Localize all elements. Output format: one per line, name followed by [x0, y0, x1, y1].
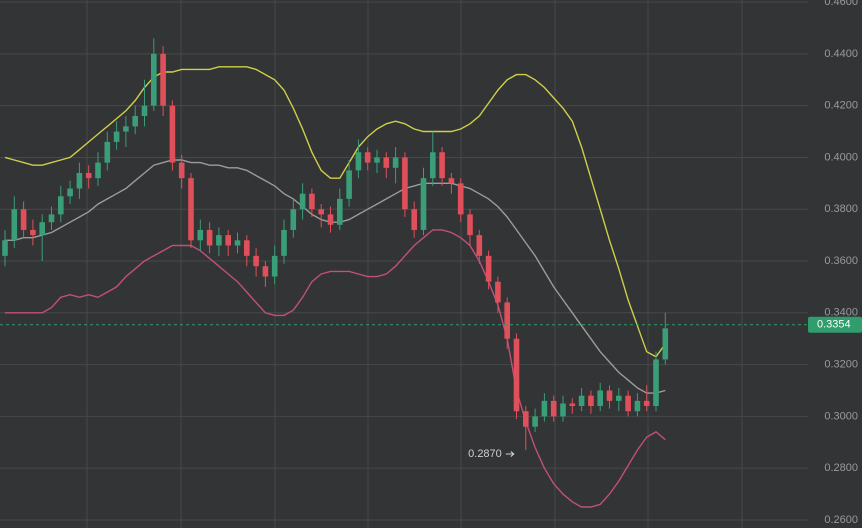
candle-body	[364, 152, 371, 163]
candle-body	[560, 403, 566, 417]
candle-body	[67, 188, 73, 197]
candle-body	[541, 400, 548, 417]
low-annotation: 0.2870	[468, 448, 502, 460]
candle-body	[299, 193, 306, 210]
y-tick-label: 0.2800	[824, 462, 858, 474]
candle-body	[606, 390, 613, 401]
candle-body	[448, 178, 455, 184]
y-tick-label: 0.3800	[824, 203, 858, 215]
candle-body	[355, 152, 362, 171]
candle-body	[197, 229, 204, 241]
candle-body	[151, 53, 157, 106]
candle-body	[318, 209, 324, 215]
candle-body	[485, 255, 492, 282]
candle-body	[123, 126, 129, 132]
band-line	[5, 159, 666, 394]
y-tick-label: 0.4200	[824, 100, 858, 112]
annotation-arrow	[505, 451, 515, 457]
candle-body	[616, 395, 622, 401]
candle-body	[569, 403, 576, 407]
candle-body	[402, 157, 408, 210]
candle-body	[178, 162, 185, 179]
candle-body	[550, 400, 557, 417]
candle-body	[216, 235, 222, 246]
candle-body	[597, 390, 603, 407]
candle-body	[271, 255, 278, 277]
candle-body	[392, 157, 399, 168]
candle-body	[225, 235, 231, 246]
y-tick-label: 0.3400	[824, 307, 858, 319]
candle-body	[188, 178, 194, 241]
candle-body	[374, 157, 380, 163]
candle-body	[420, 178, 427, 230]
candle-body	[504, 302, 510, 339]
y-tick-label: 0.3600	[824, 255, 858, 267]
candle-body	[327, 214, 334, 225]
candle-body	[346, 170, 352, 199]
candle-body	[467, 214, 473, 236]
candle-body	[411, 209, 417, 230]
candle-body	[523, 411, 529, 427]
candle-body	[20, 209, 27, 230]
candle-body	[281, 229, 287, 256]
candle-body	[653, 359, 659, 407]
last-price-label: 0.3354	[817, 319, 851, 331]
y-tick-label: 0.2600	[824, 514, 858, 526]
y-tick-label: 0.4600	[824, 0, 858, 8]
candle-body	[30, 229, 36, 236]
y-tick-label: 0.4000	[824, 151, 858, 163]
candle-body	[290, 209, 297, 230]
candle-body	[643, 400, 650, 407]
candle-body	[476, 235, 483, 256]
band-line	[4, 66, 666, 358]
candle-body	[104, 141, 111, 163]
candle-body	[588, 395, 594, 407]
last-price-box	[808, 316, 862, 333]
candle-body	[113, 131, 120, 142]
candle-body	[76, 172, 83, 189]
candle-body	[383, 157, 390, 168]
candle-body	[457, 183, 464, 215]
candle-body	[253, 255, 259, 267]
candle-body	[132, 116, 138, 127]
candle-body	[662, 328, 669, 360]
band-line	[5, 229, 666, 508]
y-tick-label: 0.3000	[824, 410, 858, 422]
candle-body	[169, 105, 176, 163]
candle-body	[160, 53, 166, 106]
candle-body	[2, 240, 8, 256]
candle-body	[634, 400, 641, 412]
candle-body	[48, 214, 55, 223]
candle-body	[95, 162, 101, 179]
candle-body	[578, 395, 585, 407]
candle-body	[625, 395, 631, 412]
candle-body	[532, 416, 538, 427]
y-tick-label: 0.4400	[824, 48, 858, 60]
candle-body	[244, 240, 250, 256]
candle-body	[337, 198, 343, 225]
candle-body	[11, 209, 18, 241]
candle-body	[58, 196, 64, 215]
candle-body	[262, 266, 269, 277]
candle-body	[39, 222, 45, 236]
candle-body	[206, 229, 213, 246]
candle-body	[513, 338, 520, 412]
candle-body	[141, 105, 148, 117]
candle-body	[234, 240, 241, 246]
candle-body	[85, 172, 92, 179]
candle-body	[439, 152, 445, 179]
candle-body	[309, 193, 315, 210]
candle-body	[495, 281, 501, 303]
y-tick-label: 0.3200	[824, 359, 858, 371]
candle-body	[430, 152, 436, 179]
